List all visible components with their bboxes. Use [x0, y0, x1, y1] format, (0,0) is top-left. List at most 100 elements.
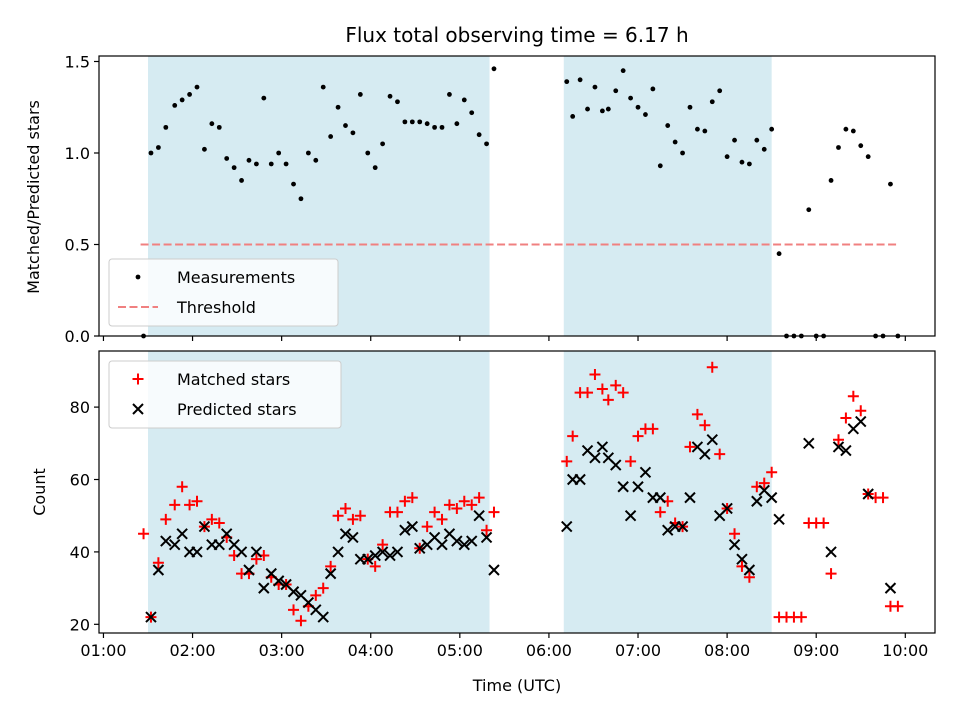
predicted-star-point: [684, 491, 696, 504]
matched-star-point: [729, 528, 741, 540]
measurement-point: [209, 121, 215, 127]
measurement-point: [432, 124, 437, 130]
legend-box: [108, 360, 342, 429]
measurement-point: [313, 157, 319, 163]
measurement-point: [253, 161, 259, 167]
measurement-point: [628, 95, 633, 101]
matched-star-point: [317, 582, 329, 594]
predicted-star-point: [458, 538, 470, 551]
measurement-point: [564, 79, 570, 85]
predicted-star-point: [399, 524, 411, 536]
matched-star-point: [684, 441, 696, 453]
predicted-star-point: [706, 433, 718, 446]
predicted-star-point: [862, 488, 874, 500]
predicted-star-point: [589, 452, 601, 464]
measurement-point: [246, 157, 252, 163]
bottom-y-axis-label: Count: [30, 468, 49, 516]
measurement-point: [806, 207, 812, 213]
x-tick-label: 01:00: [80, 641, 126, 660]
axes-frame: [98, 55, 936, 337]
measurement-point: [305, 150, 311, 156]
measurement-point: [163, 124, 169, 130]
y-tick-label: 80: [70, 398, 90, 417]
matched-star-point: [855, 405, 867, 417]
observing-window: [563, 351, 772, 633]
matched-star-point: [617, 387, 629, 399]
matched-star-point: [691, 408, 703, 420]
measurement-point: [395, 99, 400, 105]
measurement-point: [439, 124, 445, 130]
x-tick-label: 06:00: [526, 641, 572, 660]
matched-star-point: [481, 524, 493, 536]
matched-star-point: [602, 394, 614, 406]
measurement-point: [409, 119, 415, 125]
matched-star-point: [391, 506, 403, 518]
matched-star-point: [766, 466, 778, 478]
measurement-point: [635, 104, 641, 110]
measurement-point: [461, 97, 467, 103]
predicted-star-point: [339, 528, 352, 540]
x-axis-label: Time (UTC): [472, 676, 561, 695]
predicted-star-point: [169, 538, 181, 551]
x-tick-label: 02:00: [169, 641, 215, 660]
predicted-star-point: [699, 448, 711, 460]
predicted-star-point: [561, 520, 573, 533]
predicted-star-point: [391, 546, 404, 558]
legend-label: Measurements: [177, 268, 295, 287]
axes-frame: [98, 350, 936, 634]
predicted-star-point: [250, 546, 263, 558]
predicted-star-point: [743, 564, 756, 576]
y-tick-label: 20: [70, 615, 90, 634]
measurement-point: [202, 146, 207, 152]
matched-star-point: [632, 430, 644, 442]
predicted-star-point: [639, 466, 652, 478]
predicted-star-point: [213, 538, 225, 551]
predicted-star-point: [480, 531, 493, 544]
measurement-point: [732, 137, 737, 143]
matched-star-point: [354, 510, 366, 522]
measurement-point: [454, 121, 460, 127]
matched-star-point: [706, 361, 718, 373]
matched-star-point: [610, 379, 622, 391]
measurement-point: [194, 84, 200, 90]
matched-star-point: [377, 539, 389, 551]
measurement-point: [592, 84, 598, 90]
legend-predicted-marker: [132, 403, 144, 415]
measurement-point: [402, 119, 408, 125]
y-tick-label: 40: [70, 543, 90, 562]
predicted-star-point: [662, 524, 674, 536]
predicted-star-point: [243, 564, 255, 576]
measurement-point: [343, 123, 348, 128]
y-tick-label: 0.0: [65, 327, 90, 346]
matched-star-point: [369, 560, 381, 572]
predicted-star-point: [324, 567, 337, 580]
predicted-star-point: [488, 564, 500, 576]
matched-star-point: [625, 455, 637, 467]
measurement-point: [320, 84, 326, 90]
measurement-point: [417, 119, 423, 125]
measurement-point: [328, 134, 334, 139]
measurement-point: [298, 196, 304, 202]
matched-star-point: [743, 571, 755, 583]
measurement-point: [836, 145, 841, 150]
measurement-point: [717, 88, 723, 94]
measurement-point: [357, 92, 363, 97]
matched-star-point: [877, 492, 889, 504]
x-tick-label: 10:00: [882, 641, 928, 660]
matched-star-point: [421, 521, 433, 533]
x-tick-label: 09:00: [793, 641, 839, 660]
legend-label: Threshold: [176, 298, 256, 317]
predicted-star-point: [369, 549, 381, 562]
matched-star-point: [443, 499, 455, 511]
predicted-star-point: [840, 444, 852, 457]
top-y-axis-label: Matched/Predicted stars: [24, 100, 43, 294]
measurement-point: [424, 121, 430, 127]
matched-star-point: [191, 495, 203, 507]
matched-star-point: [406, 492, 418, 504]
matched-star-point: [714, 448, 726, 460]
predicted-star-point: [596, 441, 609, 453]
measurement-point: [224, 156, 230, 161]
y-tick-label: 0.5: [65, 235, 90, 254]
measurement-point: [650, 86, 656, 92]
legend-matched-marker: [132, 373, 144, 385]
